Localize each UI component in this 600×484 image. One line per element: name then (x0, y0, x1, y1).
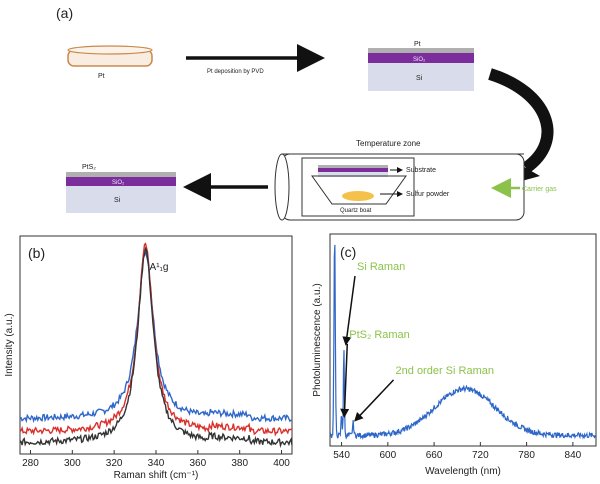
raman-peak-label: A¹₁g (150, 262, 169, 273)
pl-x-tick-label: 720 (472, 450, 489, 461)
pl-annotation-arrow (340, 343, 350, 418)
pl-annotation-label: 2nd order Si Raman (396, 365, 494, 377)
pl-x-tick-label: 540 (333, 450, 350, 461)
panel-a: (a) Pt Pt deposition by PVD Pt SiO₂ Si T… (56, 5, 557, 221)
raman-series-line (19, 251, 293, 424)
raman-x-axis-label: Raman shift (cm⁻¹) (114, 470, 199, 481)
stack2-pts2-label: PtS₂ (82, 164, 96, 171)
pl-annotation-label: Si Raman (357, 261, 405, 273)
pl-annotation-label: PtS₂ Raman (349, 329, 410, 341)
raman-y-axis-label: Intensity (a.u.) (4, 313, 15, 376)
stack1-si-label: Si (416, 75, 423, 82)
pl-chart: (c) 540 600 660 720 780 840 Si Raman PtS₂ Rama… (312, 233, 597, 477)
quartz-boat-label: Quartz boat (340, 208, 372, 214)
raman-x-tick-label: 400 (273, 458, 290, 469)
pt-disc (67, 45, 153, 67)
pt-disc-label: Pt (98, 73, 105, 80)
substrate-label: Substrate (406, 167, 436, 174)
raman-chart: (b) A¹₁g 280 300 320 340 360 380 400 Raman shi… (4, 235, 293, 481)
curved-arrow (488, 68, 554, 173)
raman-x-tick-label: 380 (231, 458, 248, 469)
raman-x-tick-label: 320 (106, 458, 123, 469)
pl-plot-frame (329, 233, 597, 447)
stack2 (66, 172, 176, 213)
stack2-si-label: Si (114, 197, 121, 204)
stack1-pt-label: Pt (414, 41, 421, 48)
stack1-sio2-label: SiO₂ (413, 57, 426, 63)
raman-x-tick-label: 360 (190, 458, 207, 469)
panel-a-label: (a) (56, 5, 73, 21)
stack2-sio2-label: SiO₂ (112, 180, 125, 186)
sulfur-powder-label: Sulfur powder (406, 191, 450, 198)
raman-x-tick-label: 340 (148, 458, 165, 469)
stack1 (368, 48, 474, 91)
carrier-gas-label: Carrier gas (522, 186, 557, 193)
raman-x-tick-label: 280 (22, 458, 39, 469)
temperature-zone-label: Temperature zone (356, 139, 421, 148)
tube-furnace (274, 153, 525, 221)
pl-annotation-arrow (342, 275, 356, 346)
pl-x-axis-label: Wavelength (nm) (425, 466, 501, 477)
raman-series-line (19, 246, 293, 449)
pl-x-tick-label: 600 (379, 450, 396, 461)
raman-panel-label: (b) (28, 245, 45, 261)
pl-x-tick-label: 780 (518, 450, 535, 461)
pl-x-tick-label: 840 (565, 450, 582, 461)
raman-x-tick-label: 300 (64, 458, 81, 469)
pl-y-axis-label: Photoluminescence (a.u.) (312, 283, 323, 396)
step1-label: Pt deposition by PVD (207, 69, 264, 75)
pl-panel-label: (c) (340, 244, 356, 260)
pl-annotation-arrow (354, 379, 395, 422)
pl-x-tick-label: 660 (426, 450, 443, 461)
pl-series-line (329, 244, 597, 441)
